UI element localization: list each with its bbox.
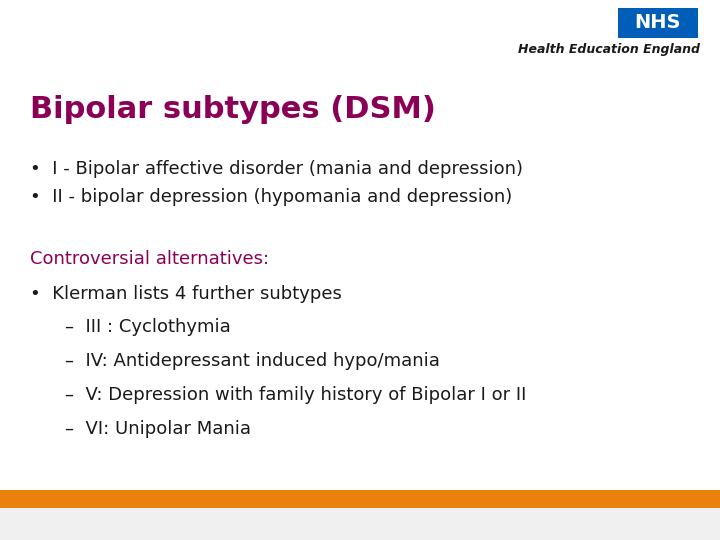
- Text: NHS: NHS: [635, 14, 681, 32]
- Text: Bipolar subtypes (DSM): Bipolar subtypes (DSM): [30, 95, 436, 124]
- Bar: [618, 8, 698, 38]
- Text: •  I - Bipolar affective disorder (mania and depression): • I - Bipolar affective disorder (mania …: [30, 160, 523, 178]
- Polygon shape: [627, 490, 683, 505]
- Text: •  II - bipolar depression (hypomania and depression): • II - bipolar depression (hypomania and…: [30, 188, 512, 206]
- Text: –  VI: Unipolar Mania: – VI: Unipolar Mania: [65, 420, 251, 438]
- Bar: [0, 490, 720, 508]
- Text: •  Klerman lists 4 further subtypes: • Klerman lists 4 further subtypes: [30, 285, 342, 303]
- Text: –  III : Cyclothymia: – III : Cyclothymia: [65, 318, 230, 336]
- Text: Health Education England: Health Education England: [518, 44, 700, 57]
- Text: –  IV: Antidepressant induced hypo/mania: – IV: Antidepressant induced hypo/mania: [65, 352, 440, 370]
- Bar: [0, 508, 720, 540]
- Text: –  V: Depression with family history of Bipolar I or II: – V: Depression with family history of B…: [65, 386, 526, 404]
- Text: Controversial alternatives:: Controversial alternatives:: [30, 250, 269, 268]
